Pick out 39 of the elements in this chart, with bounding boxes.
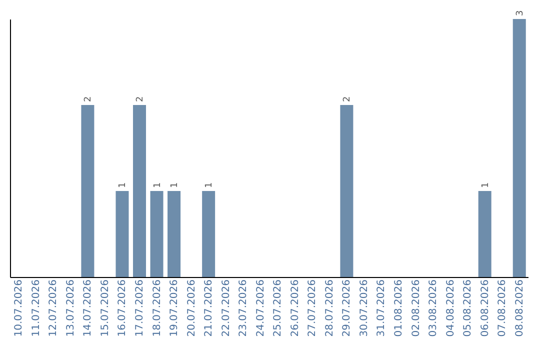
x-tick-label: 05.08.2026 — [462, 280, 474, 337]
x-tick-label: 23.07.2026 — [238, 280, 250, 337]
x-tick-label: 12.07.2026 — [48, 280, 60, 337]
data-label: 1 — [204, 182, 215, 188]
x-tick-label: 08.08.2026 — [514, 280, 526, 337]
x-tick-label: 02.08.2026 — [410, 280, 422, 337]
data-label: 1 — [170, 182, 180, 188]
x-tick-label: 04.08.2026 — [445, 280, 456, 337]
x-tick-label: 15.07.2026 — [100, 280, 111, 337]
data-label: 2 — [342, 96, 353, 102]
x-tick-label: 28.07.2026 — [324, 280, 336, 337]
data-label: 1 — [152, 182, 163, 188]
data-label: 2 — [136, 96, 146, 102]
x-tick-label: 19.07.2026 — [169, 280, 180, 337]
data-label: 3 — [515, 10, 526, 16]
x-tick-label: 18.07.2026 — [152, 280, 163, 337]
x-tick-label: 25.07.2026 — [272, 280, 284, 337]
x-tick-label: 03.08.2026 — [428, 280, 440, 337]
x-tick-label: 26.07.2026 — [290, 280, 301, 337]
x-tick-label: 11.07.2026 — [30, 280, 42, 337]
x-tick-label: 01.08.2026 — [394, 280, 404, 337]
x-tick-label: 16.07.2026 — [117, 280, 128, 337]
data-label: 1 — [118, 182, 128, 188]
x-tick-label: 27.07.2026 — [307, 280, 318, 337]
x-tick-label: 14.07.2026 — [82, 280, 94, 337]
x-tick-label: 13.07.2026 — [65, 280, 76, 337]
x-tick-label: 24.07.2026 — [255, 280, 266, 337]
x-tick-label: 22.07.2026 — [220, 280, 232, 337]
x-tick-label: 17.07.2026 — [134, 280, 146, 337]
x-tick-label: 21.07.2026 — [204, 280, 215, 337]
x-tick-label: 10.07.2026 — [14, 280, 25, 337]
x-tick-label: 29.07.2026 — [342, 280, 353, 337]
data-label: 1 — [480, 182, 491, 188]
x-tick-label: 20.07.2026 — [186, 280, 198, 337]
x-tick-label: 07.08.2026 — [497, 280, 508, 337]
x-tick-label: 31.07.2026 — [376, 280, 388, 337]
x-tick-label: 30.07.2026 — [358, 280, 370, 337]
data-label: 2 — [84, 96, 94, 102]
x-tick-label: 06.08.2026 — [480, 280, 491, 337]
